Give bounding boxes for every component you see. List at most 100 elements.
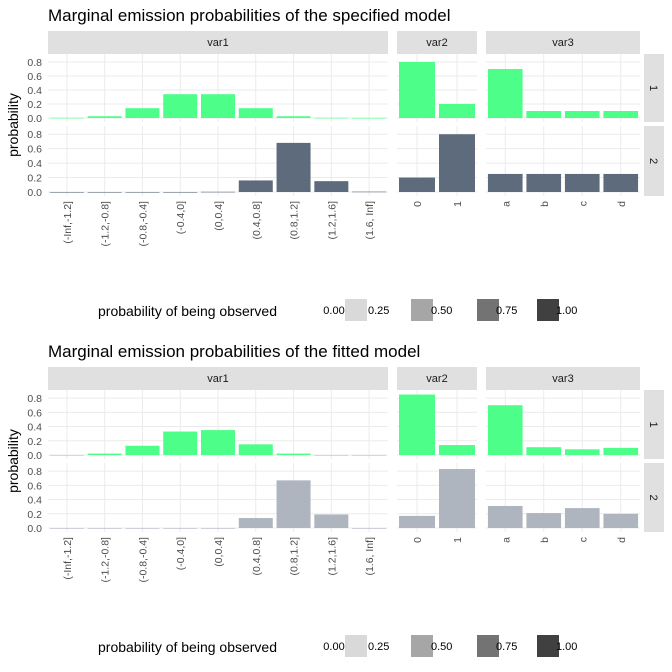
bar [399,394,435,455]
x-tick-label: d [616,201,628,207]
y-tick-label: 0.0 [27,187,42,199]
legend-label: 0.75 [496,305,517,317]
legend-label: 0.75 [496,641,517,653]
y-tick-label: 0.6 [27,407,42,419]
facet-strip [397,367,477,390]
y-axis-title: probability [5,429,21,493]
bar [314,455,349,456]
bar [238,180,273,192]
x-tick-label: 0 [412,537,424,543]
x-tick-label: (-Inf,-1.2] [62,201,74,244]
x-tick-label: (1.6, Inf] [364,537,376,576]
bar [564,449,600,455]
y-tick-label: 0.8 [27,57,42,69]
facet-strip-label: var3 [552,373,573,385]
bar [87,116,122,118]
bar [314,181,349,192]
chart-title: Marginal emission probabilities of the f… [48,342,420,361]
y-tick-label: 0.8 [27,393,42,405]
bar [603,111,639,118]
x-tick-label: (0.8,1.2] [289,537,301,576]
bar [276,116,311,118]
facet-strip-label: var3 [552,37,573,49]
legend-label: 1.00 [556,305,577,317]
legend-key [477,299,499,321]
bar [163,431,198,455]
x-tick-label: 1 [452,537,464,543]
y-tick-label: 0.8 [27,129,42,141]
facet-strip [486,31,640,54]
bar [603,173,639,192]
bar [352,117,387,119]
legend-label: 0.00 [323,305,344,317]
legend-label: 0.50 [431,641,452,653]
x-tick-label: a [500,537,512,543]
bar [201,528,235,529]
x-tick-label: b [539,201,551,207]
legend-key [411,299,433,321]
bar [87,453,122,455]
legend-key [537,299,559,321]
y-tick-label: 0.2 [27,173,42,185]
bar [526,173,562,192]
y-tick-label: 0.6 [27,144,42,156]
bar [564,173,600,192]
bar [87,528,122,529]
facet-strip-label: var1 [207,37,228,49]
bar [439,104,475,118]
facet-strip [644,390,664,459]
facet-strip [397,31,477,54]
bar [314,514,349,528]
x-tick-label: (-1.2,-0.8] [100,537,112,583]
x-tick-label: c [577,201,589,206]
legend-key [477,635,499,657]
bar [603,447,639,455]
x-tick-label: (1.6, Inf] [364,201,376,240]
x-tick-label: 0 [412,201,424,207]
x-tick-label: (-0.4,0] [175,537,187,570]
bar [201,430,235,455]
bar [399,177,435,192]
facet-strip [486,367,640,390]
facet-strip [644,126,664,196]
x-tick-label: a [500,201,512,207]
x-tick-label: (1.2,1.6] [326,537,338,576]
bar [487,505,523,528]
bar [487,69,523,118]
bar [87,192,122,193]
legend-label: 0.50 [431,305,452,317]
bar [276,453,311,455]
bar [352,528,387,529]
legend-label: 0.00 [323,641,344,653]
bar [125,192,160,193]
y-tick-label: 0.2 [27,436,42,448]
bar [276,142,311,192]
facet-strip [48,367,388,390]
x-tick-label: (0.4,0.8] [251,201,263,240]
y-tick-label: 0.4 [27,422,42,434]
chart-specified-model: Marginal emission probabilities of the s… [5,6,664,321]
bar [526,111,562,118]
bar [163,192,198,193]
bar [564,111,600,118]
legend-label: 0.25 [368,305,389,317]
x-tick-label: (-0.8,-0.4] [137,537,149,583]
facet-strip-label: 2 [647,158,659,164]
x-tick-label: d [616,537,628,543]
bar [526,447,562,455]
x-tick-label: b [539,537,551,543]
x-tick-label: (-1.2,-0.8] [100,201,112,247]
bar [352,191,387,193]
legend-key [537,635,559,657]
bar [49,528,84,529]
x-tick-label: c [577,537,589,542]
chart-title: Marginal emission probabilities of the s… [48,6,451,25]
bar [439,445,475,455]
y-tick-label: 0.4 [27,85,42,97]
bar [49,192,84,193]
y-tick-label: 0.0 [27,523,42,535]
legend-label: 0.25 [368,641,389,653]
bar [439,134,475,192]
bar [49,117,84,119]
